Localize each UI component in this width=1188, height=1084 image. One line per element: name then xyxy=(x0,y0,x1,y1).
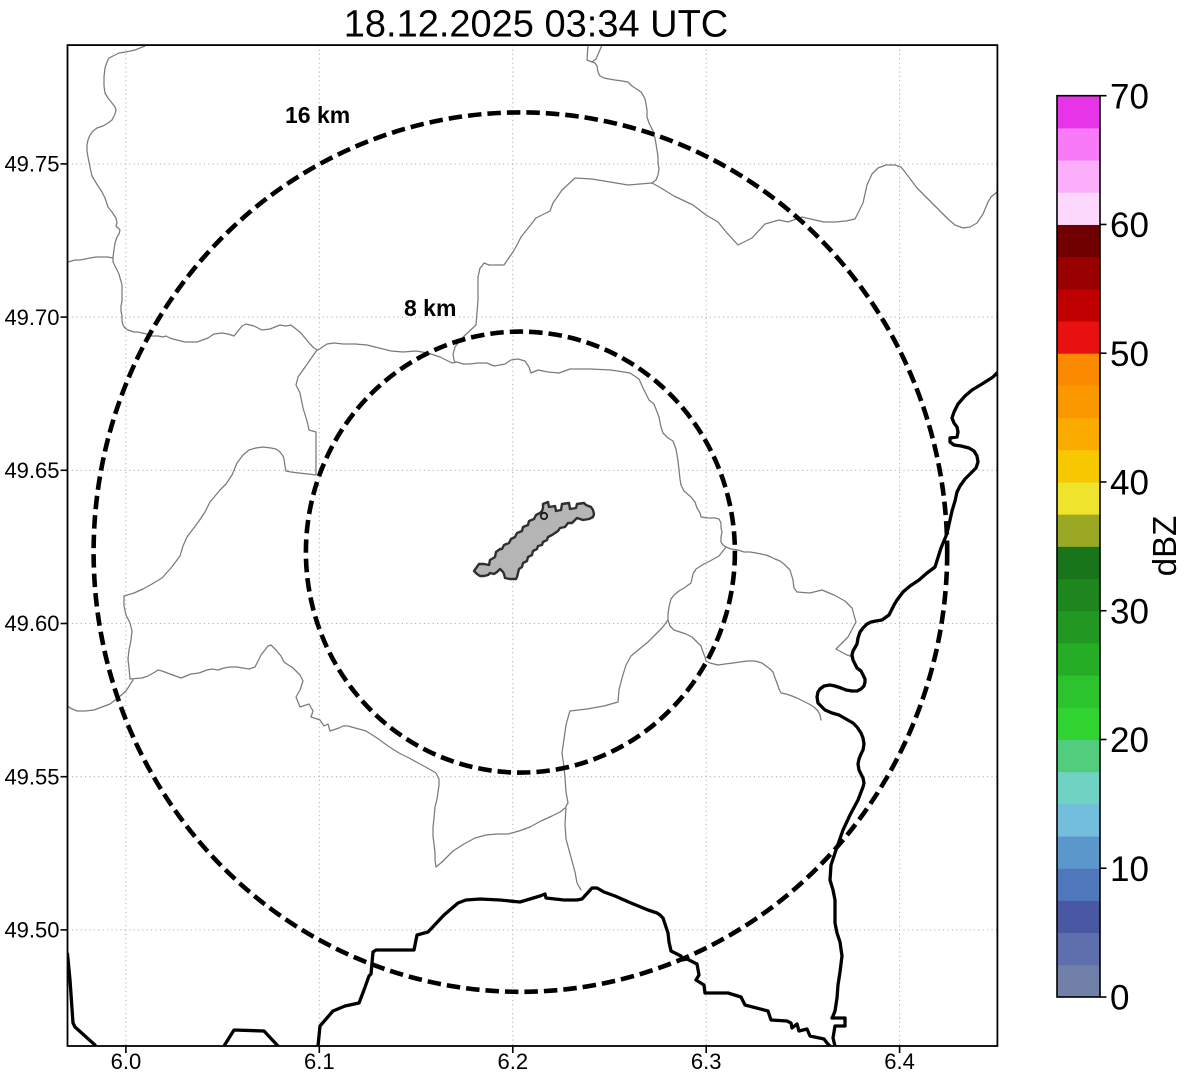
svg-text:50: 50 xyxy=(1110,335,1149,374)
svg-text:18.12.2025 03:34 UTC: 18.12.2025 03:34 UTC xyxy=(344,4,729,46)
svg-text:49.75: 49.75 xyxy=(4,152,59,177)
svg-text:30: 30 xyxy=(1110,592,1149,631)
svg-text:dBZ: dBZ xyxy=(1146,516,1183,577)
svg-text:49.60: 49.60 xyxy=(4,611,59,636)
svg-text:16 km: 16 km xyxy=(285,102,350,128)
svg-text:40: 40 xyxy=(1110,464,1149,503)
svg-text:6.2: 6.2 xyxy=(498,1049,529,1074)
svg-text:6.3: 6.3 xyxy=(691,1049,722,1074)
svg-text:0: 0 xyxy=(1110,979,1129,1018)
svg-text:8 km: 8 km xyxy=(404,295,456,321)
svg-text:6.1: 6.1 xyxy=(304,1049,335,1074)
svg-text:49.65: 49.65 xyxy=(4,458,59,483)
svg-text:49.70: 49.70 xyxy=(4,305,59,330)
svg-text:49.50: 49.50 xyxy=(4,918,59,943)
svg-text:6.4: 6.4 xyxy=(884,1049,915,1074)
svg-text:10: 10 xyxy=(1110,850,1149,889)
svg-text:20: 20 xyxy=(1110,721,1149,760)
svg-text:6.0: 6.0 xyxy=(111,1049,142,1074)
svg-text:70: 70 xyxy=(1110,77,1149,116)
svg-text:60: 60 xyxy=(1110,206,1149,245)
svg-text:49.55: 49.55 xyxy=(4,764,59,789)
